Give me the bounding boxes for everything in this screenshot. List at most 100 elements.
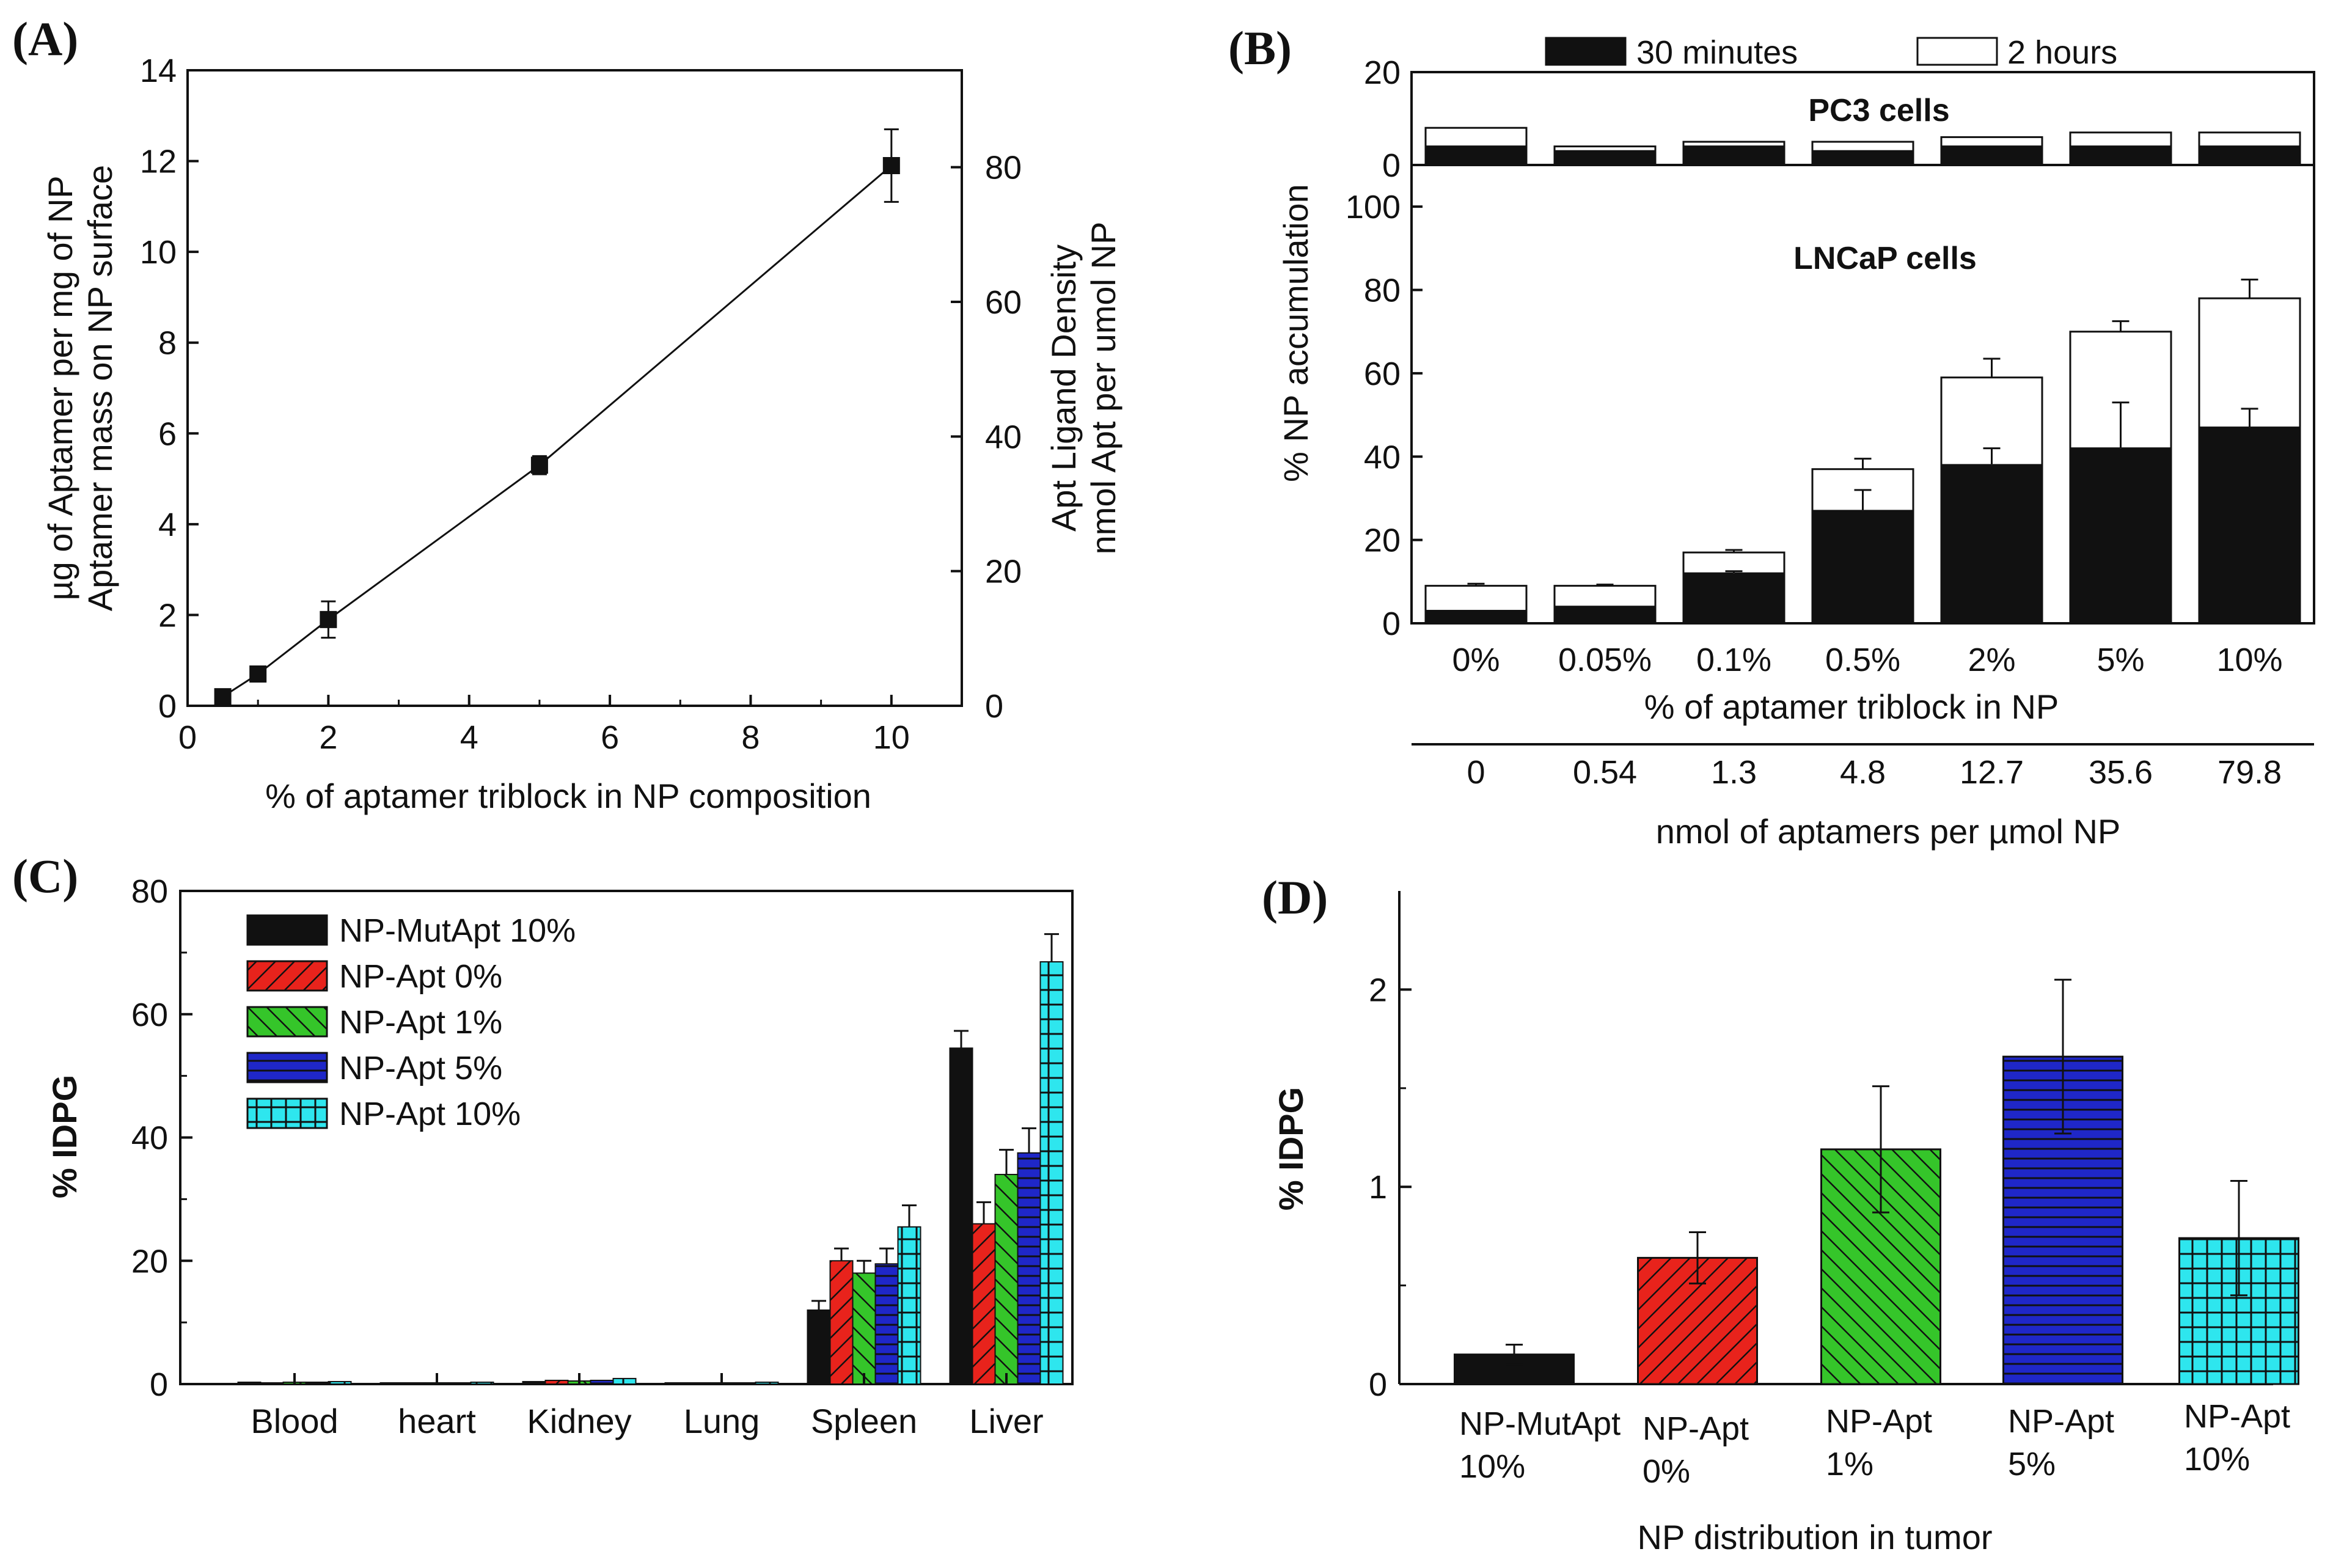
bar-np-apt-10 xyxy=(612,1377,637,1385)
bar-30-minutes xyxy=(2198,145,2301,166)
bar-30-minutes xyxy=(1682,572,1785,625)
legend-swatch-30-minutes xyxy=(1545,37,1627,66)
legend-swatch xyxy=(246,1097,328,1129)
y-tick-label: 20 xyxy=(131,1243,168,1280)
bar-30-minutes xyxy=(1424,145,1528,166)
y-tick-label: 80 xyxy=(131,873,168,910)
y-tick-label: 6 xyxy=(158,416,177,452)
bar-30-minutes xyxy=(1811,510,1914,625)
panel-c-legend: NP-MutApt 10% NP-Apt 0% NP-Apt 1% NP-Apt 5%… xyxy=(246,912,576,1132)
y-tick-label: 1 xyxy=(1369,1169,1387,1206)
y-tick-label: 60 xyxy=(131,997,168,1033)
x-tick-label: 0.1% xyxy=(1696,642,1771,678)
y-tick-label: 8 xyxy=(158,325,177,362)
legend-label: NP-Apt 0% xyxy=(339,958,502,995)
bar-np-mutapt-10 xyxy=(664,1382,689,1385)
x-tick-label: 10 xyxy=(873,719,910,756)
secondary-tick-label: 0 xyxy=(1467,754,1485,791)
y-tick-label: 20 xyxy=(1364,522,1401,559)
panel-b-pc3-title: PC3 cells xyxy=(1808,93,1949,128)
panel-a-label: (A) xyxy=(12,12,78,65)
panel-c-label: (C) xyxy=(12,849,78,903)
x-tick-label-line1: NP-MutApt xyxy=(1459,1405,1621,1442)
data-point xyxy=(320,610,337,628)
x-tick-label-line2: 0% xyxy=(1643,1453,1690,1490)
y-tick-label: 0 xyxy=(1382,147,1401,184)
y-tick-label: 80 xyxy=(1364,273,1401,309)
bar-np-apt-1 xyxy=(852,1272,876,1385)
bar-np-apt-5 xyxy=(874,1263,899,1385)
bar-30-minutes xyxy=(1940,145,2043,166)
panel-b-label: (B) xyxy=(1228,21,1292,75)
panel-a-y2-label-line2: nmol Apt per umol NP xyxy=(1084,222,1123,555)
bar-np-apt-5 xyxy=(305,1381,329,1385)
bar-np-apt-10 xyxy=(897,1226,921,1385)
panel-a-x-ticks: 0 2 4 6 8 10 xyxy=(178,695,910,756)
bar-30-minutes xyxy=(1553,150,1657,166)
panel-a-plot xyxy=(214,128,900,706)
y-tick-label: 20 xyxy=(1364,54,1401,91)
bar-30-minutes xyxy=(1940,464,2043,625)
data-point xyxy=(882,157,900,174)
y-tick-label: 2 xyxy=(158,597,177,634)
panel-a-y2-label-line1: Apt Ligand Density xyxy=(1044,244,1083,532)
bar-np-apt-0 xyxy=(402,1382,427,1385)
bar-30-minutes xyxy=(1682,145,1785,166)
legend-swatch-2-hours xyxy=(1916,37,1998,66)
bar-np-apt-0 xyxy=(260,1382,284,1385)
bar-np-mutapt-10 xyxy=(949,1047,973,1385)
panel-c: (C) 0 20 40 60 80 Blood heart Kidney Lung Spleen… xyxy=(12,849,1074,1440)
bar-np-apt-10 xyxy=(1039,961,1064,1385)
panel-a-y-label-line2: Aptamer mass on NP surface xyxy=(81,165,119,611)
y-tick-label: 100 xyxy=(1346,189,1401,225)
y2-tick-label: 40 xyxy=(985,419,1022,455)
bar-np-apt-5 xyxy=(590,1379,614,1385)
data-point xyxy=(214,688,232,706)
panel-d: (D) 0 1 2 NP-MutApt 10% NP-Apt 0% NP-Apt 1% NP-A… xyxy=(1262,871,2299,1556)
panel-a-y2-ticks: 0 20 40 60 80 xyxy=(951,150,1022,725)
panel-a-y-label-line1: µg of Aptamer per mg of NP xyxy=(41,175,79,600)
bar-np-mutapt-10 xyxy=(379,1382,404,1385)
panel-b-x-label: % of aptamer triblock in NP xyxy=(1644,687,2059,726)
bar-30-minutes xyxy=(2198,427,2301,625)
bar-30-minutes xyxy=(2069,447,2172,625)
x-tick-label: 10% xyxy=(2216,642,2282,678)
panel-d-x-label: NP distribution in tumor xyxy=(1638,1518,1993,1556)
bar-np-apt-10 xyxy=(755,1381,779,1385)
panel-a-y-ticks: 0 2 4 6 8 10 12 14 xyxy=(140,53,199,725)
panel-b: (B) 30 minutes 2 hours PC3 cells LNCaP c… xyxy=(1228,21,2315,851)
bar-np-apt-0 xyxy=(972,1223,996,1385)
x-tick-label: Kidney xyxy=(527,1402,631,1440)
bar-np-apt-5 xyxy=(1017,1152,1041,1385)
panel-c-x-tick-labels: Blood heart Kidney Lung Spleen Liver xyxy=(251,1373,1044,1440)
panel-c-bars xyxy=(237,933,1064,1385)
panel-d-y-label: % IDPG xyxy=(1272,1087,1310,1211)
y-tick-label: 14 xyxy=(140,53,177,89)
x-tick-label: 5% xyxy=(2097,642,2144,678)
x-tick-label: 2 xyxy=(319,719,337,756)
x-tick-label: 0.05% xyxy=(1558,642,1652,678)
panel-b-lncap-bars xyxy=(1424,279,2301,625)
legend-swatch xyxy=(246,914,328,946)
panel-c-y-ticks: 0 20 40 60 80 xyxy=(131,873,192,1403)
legend-swatch xyxy=(246,1052,328,1083)
bar-np-mutapt-10 xyxy=(522,1380,546,1385)
secondary-tick-label: 4.8 xyxy=(1840,754,1886,791)
x-tick-label: 8 xyxy=(741,719,760,756)
panel-d-bars xyxy=(1454,978,2299,1385)
y-tick-label: 0 xyxy=(158,688,177,725)
panel-d-x-tick-labels: NP-MutApt 10% NP-Apt 0% NP-Apt 1% NP-Apt 5% NP-A… xyxy=(1459,1398,2290,1490)
bar-np-mutapt-10 xyxy=(807,1309,831,1385)
y-tick-label: 40 xyxy=(1364,439,1401,475)
x-tick-label: 0% xyxy=(1452,642,1500,678)
y2-tick-label: 0 xyxy=(985,688,1003,725)
bar-np-apt-10 xyxy=(470,1381,494,1385)
data-point xyxy=(249,665,267,683)
panel-b-pc3-bars xyxy=(1424,126,2301,166)
legend-label: NP-MutApt 10% xyxy=(339,912,576,949)
bar-np-apt-5 xyxy=(732,1382,756,1385)
x-tick-label-line1: NP-Apt xyxy=(2008,1403,2114,1440)
x-tick-label: 0.5% xyxy=(1825,642,1900,678)
x-tick-label-line2: 10% xyxy=(1459,1448,1525,1485)
